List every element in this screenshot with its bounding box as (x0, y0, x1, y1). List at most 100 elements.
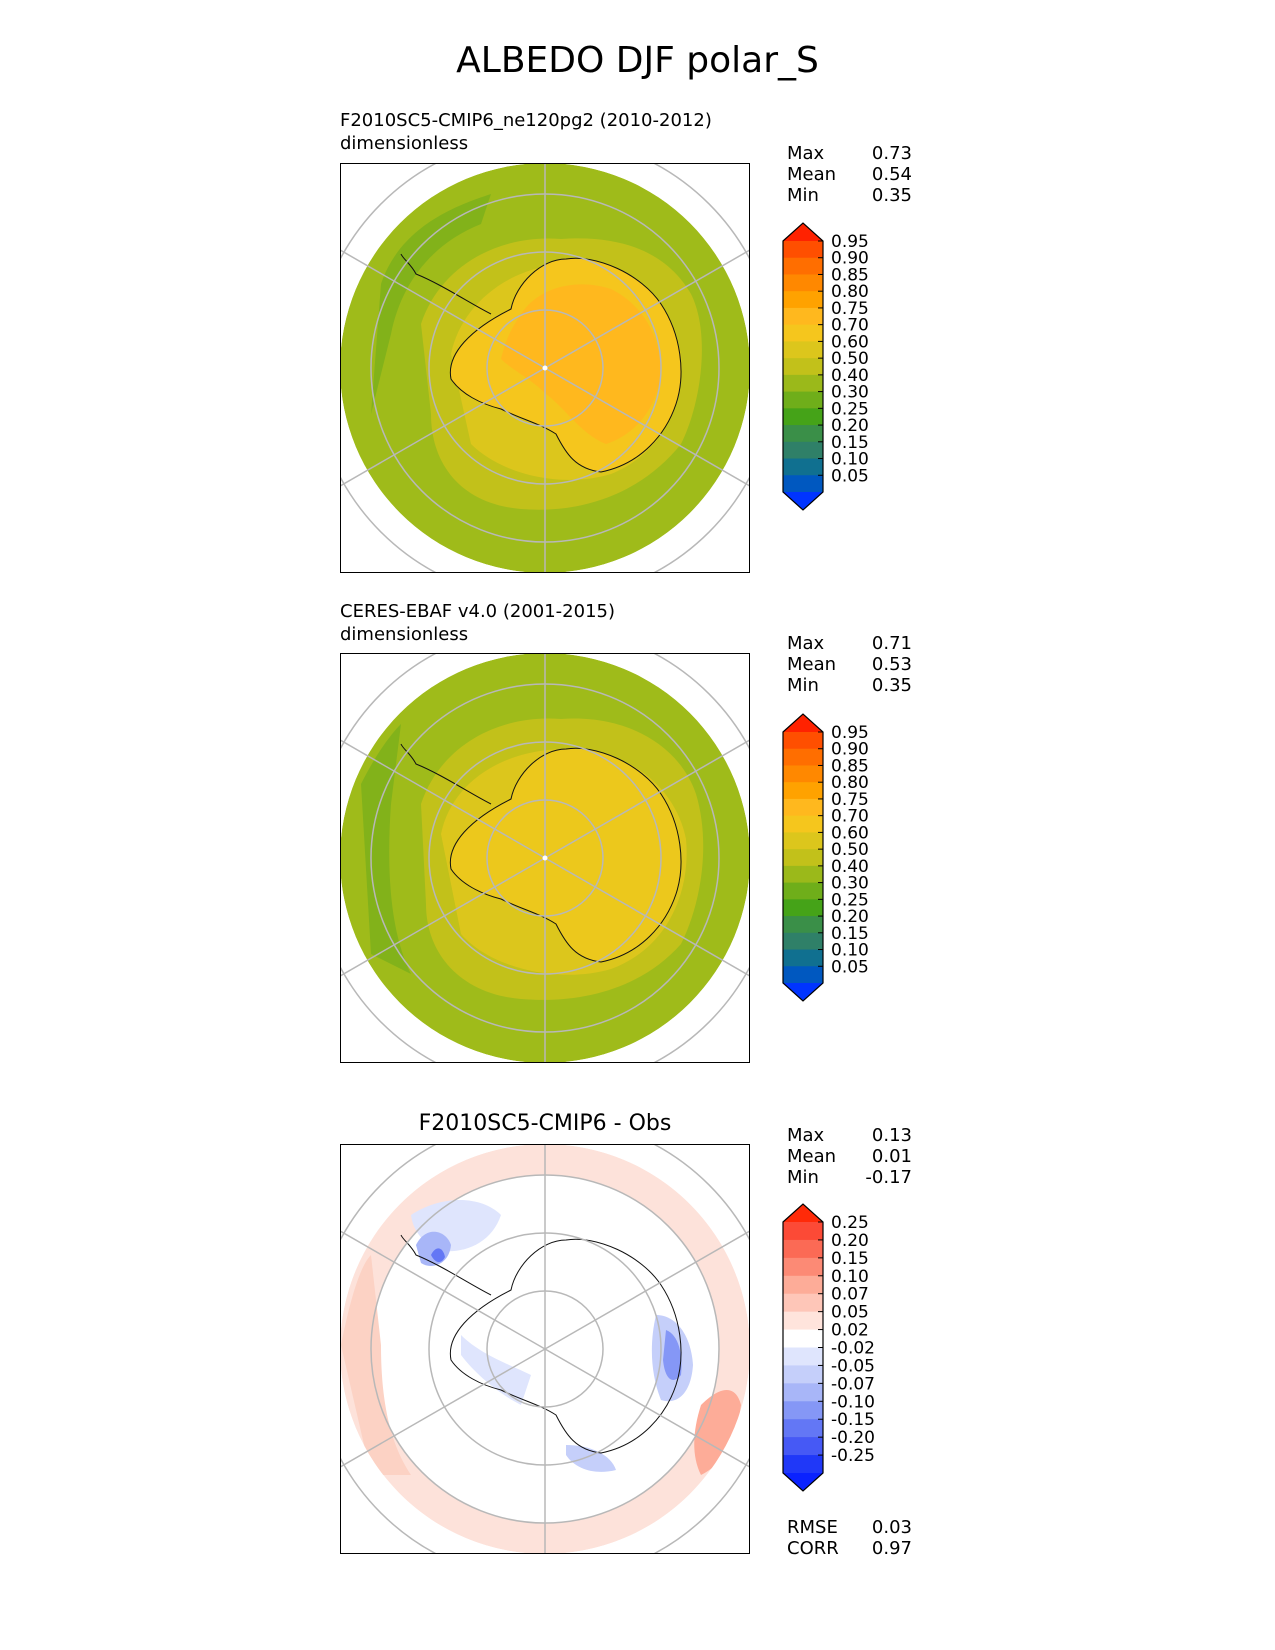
colorbar-segment (783, 899, 823, 917)
panel2-map-svg (341, 654, 749, 1062)
colorbar-tick-label: 0.15 (831, 433, 869, 453)
colorbar-segment (783, 1311, 823, 1331)
panel1-title: F2010SC5-CMIP6_ne120pg2 (2010-2012) (340, 110, 712, 131)
stat-label: Min (787, 1167, 819, 1188)
colorbar-segment (783, 257, 823, 275)
colorbar-segment (783, 1239, 823, 1259)
colorbar-tick-label: 0.70 (831, 807, 869, 827)
colorbar-extend-max (783, 223, 823, 241)
colorbar-tick-label: 0.05 (831, 957, 869, 977)
colorbar-segment (783, 782, 823, 800)
colorbar-segment (783, 1329, 823, 1348)
colorbar-tick-label: 0.40 (831, 857, 869, 877)
colorbar-segment (783, 1437, 823, 1456)
stat-label: Max (787, 143, 825, 164)
colorbar-tick-label: 0.10 (831, 1267, 869, 1287)
colorbar-segment (783, 1455, 823, 1474)
colorbar-segment (783, 865, 823, 884)
stat-value: 0.54 (871, 164, 912, 185)
panel3-peninsula (400, 1234, 492, 1296)
panel1-map (340, 163, 750, 573)
colorbar-tick-label: -0.07 (831, 1374, 875, 1394)
colorbar-segment (783, 1383, 823, 1402)
panel3-map-svg (341, 1145, 749, 1553)
panel3-map (340, 1144, 750, 1554)
panel3-stats: Max 0.13 Mean 0.01 Min -0.17 (787, 1125, 912, 1191)
stat-value: 0.73 (871, 143, 912, 164)
colorbar-segment (783, 324, 823, 342)
stat-value: 0.01 (871, 1146, 912, 1167)
colorbar-tick-label: 0.25 (831, 1213, 869, 1233)
panel1-map-svg (341, 164, 749, 572)
colorbar-segment (783, 1365, 823, 1384)
colorbar-segment (783, 916, 823, 934)
panel2-units: dimensionless (340, 624, 469, 645)
colorbar-segment (783, 307, 823, 326)
panel3-east-core (663, 1330, 682, 1380)
colorbar-extend-min (783, 1473, 823, 1491)
colorbar-segment (783, 374, 823, 393)
colorbar-outline (782, 713, 824, 1002)
colorbar-segment (783, 949, 823, 967)
stat-value: 0.13 (871, 1125, 912, 1146)
colorbar-extend-min (783, 983, 823, 1001)
panel1-stats: Max 0.73 Mean 0.54 Min 0.35 (787, 143, 912, 209)
colorbar-segment (783, 832, 823, 850)
colorbar-segment (783, 932, 823, 951)
colorbar-extend-max (783, 714, 823, 732)
colorbar-segment (783, 475, 823, 493)
colorbar-segment (783, 408, 823, 426)
colorbar-tick-label: -0.20 (831, 1428, 875, 1448)
colorbar-tick-label: 0.60 (831, 823, 869, 843)
colorbar-tick-label: 0.50 (831, 840, 869, 860)
panel1-pole-marker (542, 365, 548, 371)
panel2-colorbar: 0.950.900.850.800.750.700.600.500.400.30… (782, 713, 869, 1002)
colorbar-segment (783, 849, 823, 867)
colorbar-outline (782, 1203, 824, 1492)
colorbar-tick-label: 0.20 (831, 907, 869, 927)
colorbar-outline (782, 222, 824, 511)
colorbar-tick-label: 0.25 (831, 890, 869, 910)
colorbar-tick-label: -0.02 (831, 1339, 875, 1359)
colorbar-extend-min (783, 492, 823, 510)
panel3-west-positive (341, 1255, 411, 1475)
colorbar-segment (783, 765, 823, 783)
stat-label: Max (787, 633, 825, 654)
panel1-coastline (449, 257, 682, 473)
colorbar-tick-label: 0.15 (831, 1249, 869, 1269)
panel2-pole-marker (542, 855, 548, 861)
stat-label: RMSE (787, 1517, 838, 1538)
figure-title: ALBEDO DJF polar_S (456, 40, 819, 81)
colorbar-tick-label: 0.15 (831, 924, 869, 944)
colorbar-segment (783, 815, 823, 833)
colorbar-tick-label: -0.25 (831, 1446, 875, 1466)
colorbar-tick-label: -0.15 (831, 1410, 875, 1430)
colorbar-tick-label: -0.05 (831, 1356, 875, 1376)
colorbar-tick-label: 0.85 (831, 756, 869, 776)
stat-value: 0.35 (871, 675, 912, 696)
panel2-title: CERES-EBAF v4.0 (2001-2015) (340, 601, 616, 622)
stat-label: Mean (787, 1146, 837, 1167)
colorbar-segment (783, 291, 823, 309)
colorbar-tick-label: 0.25 (831, 399, 869, 419)
colorbar-tick-label: 0.20 (831, 1231, 869, 1251)
colorbar-tick-label: -0.10 (831, 1392, 875, 1412)
stat-label: Mean (787, 164, 837, 185)
stat-value: 0.53 (871, 654, 912, 675)
colorbar-tick-label: 0.30 (831, 874, 869, 894)
colorbar-tick-label: 0.20 (831, 416, 869, 436)
panel2-peninsula (400, 743, 492, 805)
colorbar-segment (783, 441, 823, 460)
colorbar-segment (783, 1401, 823, 1420)
colorbar-segment (783, 274, 823, 292)
colorbar-segment (783, 798, 823, 817)
stat-value: -0.17 (865, 1167, 912, 1188)
colorbar-tick-label: 0.95 (831, 232, 869, 252)
panel3-title: F2010SC5-CMIP6 - Obs (418, 1111, 672, 1136)
panel2-ocean-low-west (361, 724, 411, 974)
stat-label: CORR (787, 1538, 839, 1559)
colorbar-tick-label: 0.70 (831, 316, 869, 336)
panel3-weddell-center (431, 1248, 445, 1263)
panel1-peninsula (400, 253, 492, 315)
colorbar-segment (783, 1293, 823, 1313)
